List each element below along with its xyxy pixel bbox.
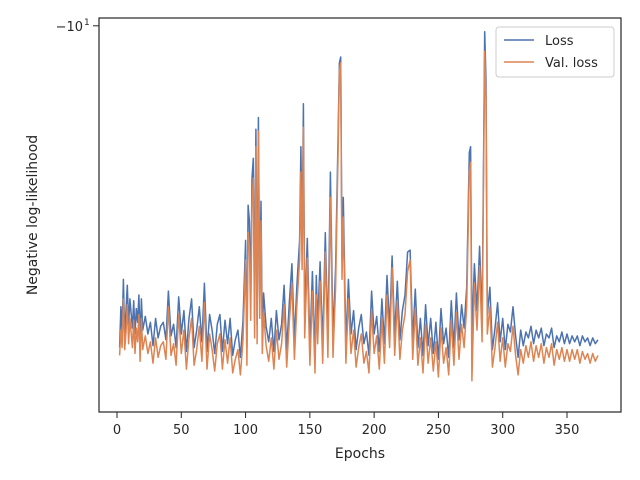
x-tick-label: 200 (362, 423, 387, 438)
legend-label-loss: Loss (545, 34, 574, 49)
series-line-val-loss (118, 50, 599, 382)
x-tick-label: 250 (426, 423, 451, 438)
legend-label-val-loss: Val. loss (545, 56, 598, 71)
x-tick-label: 150 (297, 423, 322, 438)
legend: Loss Val. loss (495, 26, 615, 78)
x-axis: 0 50 100 150 200 250 300 350 (113, 412, 580, 438)
y-axis: −10 1 (56, 18, 99, 35)
x-tick-label: 300 (490, 423, 515, 438)
x-axis-label: Epochs (335, 446, 385, 462)
x-tick-label: 0 (113, 423, 121, 438)
x-tick-label: 50 (173, 423, 190, 438)
y-tick-label-base: −10 (56, 20, 83, 35)
y-axis-label: Negative log-likelihood (25, 135, 41, 295)
plot-lines (118, 30, 599, 382)
plot-frame (98, 17, 622, 413)
series-line-loss (118, 30, 599, 361)
x-tick-label: 350 (555, 423, 580, 438)
y-tick-label-exponent: 1 (84, 18, 90, 28)
x-tick-label: 100 (233, 423, 258, 438)
